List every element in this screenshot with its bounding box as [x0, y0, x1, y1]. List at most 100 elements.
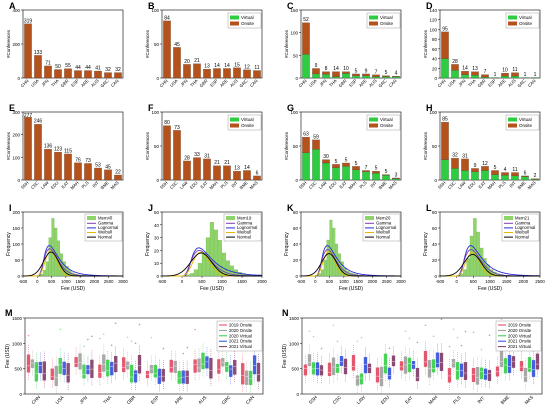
- box: [451, 359, 456, 368]
- bar-virtual: [451, 168, 459, 181]
- box: [153, 365, 158, 378]
- x-tick-label: ESP: [70, 78, 80, 88]
- y-tick-label: 500: [291, 367, 299, 372]
- bar-onsite: [382, 75, 390, 77]
- x-tick-label: CSC: [332, 394, 343, 405]
- hist-bar: [326, 239, 330, 277]
- bar-onsite: [501, 172, 509, 176]
- outlier-marker: +: [456, 335, 459, 340]
- x-tick-label: LAW: [457, 180, 468, 191]
- legend-swatch-onsite: [230, 123, 239, 128]
- box: [252, 355, 257, 375]
- bar-onsite: [362, 170, 370, 172]
- data-label: 44: [75, 65, 81, 71]
- legend-swatch-onsite: [508, 123, 517, 128]
- box: [447, 368, 452, 383]
- data-label: 11: [254, 65, 259, 71]
- x-tick-label: BME: [378, 180, 388, 190]
- box: [245, 370, 249, 385]
- box: [359, 373, 364, 385]
- data-label: 95: [442, 26, 448, 32]
- x-tick-label: CSC: [30, 180, 40, 190]
- x-tick-label: USA: [169, 78, 179, 88]
- bar-onsite: [213, 68, 221, 79]
- x-tick-label: BME: [517, 180, 527, 190]
- data-label: 15: [234, 62, 240, 68]
- y-tick-label: 100: [429, 110, 437, 115]
- panel-d: D 0 20 40 60 80 100 120 140 #Conferences 95 CHN 28 US…: [423, 1, 541, 88]
- y-tick-label: 0: [17, 76, 20, 81]
- box: [399, 361, 404, 371]
- data-label: 5: [355, 161, 358, 167]
- x-tick-label: CSC: [447, 180, 457, 190]
- y-tick-label: 1000: [289, 341, 300, 346]
- hist-bar: [213, 229, 218, 277]
- data-label: 4: [504, 167, 507, 173]
- box: [217, 359, 221, 374]
- x-tick-label: 0: [314, 279, 317, 284]
- legend-fit-label: Normal: [376, 234, 390, 239]
- bar-onsite: [441, 31, 449, 59]
- data-label: 59: [313, 134, 319, 140]
- box: [327, 362, 332, 377]
- data-label: 32: [452, 153, 458, 159]
- x-tick-label: ARE: [174, 395, 184, 405]
- x-tick-label: THA: [328, 78, 338, 88]
- x-tick-label: GRC: [99, 78, 109, 88]
- bar-onsite: [84, 70, 92, 79]
- legend-label: 2021 Virtual: [229, 344, 252, 349]
- outlier-marker: +: [115, 320, 118, 325]
- y-tick-label: 20: [432, 258, 438, 263]
- box: [157, 368, 161, 384]
- box: [463, 362, 468, 380]
- x-tick-label: ARE: [80, 78, 90, 88]
- box: [122, 357, 126, 373]
- bar-onsite: [173, 130, 181, 181]
- bar-onsite: [451, 64, 459, 71]
- data-label: 5: [355, 68, 358, 74]
- x-tick-label: USA: [308, 78, 318, 88]
- x-tick-label: CHN: [298, 78, 308, 88]
- bar-onsite: [64, 153, 72, 181]
- box: [387, 367, 392, 380]
- y-axis-label: Frequency: [284, 232, 290, 256]
- box: [351, 354, 356, 371]
- data-label: 28: [184, 155, 190, 161]
- legend-fit-label: Weibull: [237, 230, 251, 235]
- outlier-marker: +: [464, 329, 467, 334]
- bar-onsite: [64, 68, 72, 79]
- bar-onsite: [54, 69, 62, 79]
- box: [479, 367, 484, 380]
- box: [531, 360, 536, 377]
- bar-onsite: [183, 160, 191, 181]
- bar-virtual: [312, 73, 320, 79]
- data-label: 14: [333, 66, 339, 72]
- x-tick-label: -500: [158, 279, 167, 284]
- legend-onsite-label: Onsite: [519, 21, 533, 26]
- legend-swatch-virtual: [508, 117, 517, 122]
- legend-fit-label: Weibull: [376, 230, 390, 235]
- y-tick-label: 0: [295, 76, 298, 81]
- legend-onsite-label: Onsite: [380, 21, 394, 26]
- legend-swatch-hist: [365, 216, 374, 220]
- bar-onsite: [461, 158, 469, 171]
- data-label: 14: [214, 63, 220, 69]
- x-tick-label: CAN: [110, 78, 120, 88]
- y-tick-label: 1000: [12, 341, 23, 346]
- x-tick-label: JPN: [40, 78, 49, 87]
- y-tick-label: 100: [151, 8, 159, 13]
- outlier-marker: +: [59, 326, 62, 331]
- outlier-marker: +: [416, 339, 419, 344]
- x-tick-label: BME: [239, 180, 249, 190]
- x-tick-label: CHN: [20, 78, 30, 88]
- data-label: 71: [45, 60, 51, 66]
- data-label: 7: [484, 69, 487, 75]
- legend-virtual-label: Virtual: [241, 15, 254, 20]
- box: [149, 365, 154, 374]
- bar-onsite: [481, 166, 489, 171]
- outlier-marker: +: [312, 334, 315, 339]
- x-tick-label: GRC: [516, 78, 526, 88]
- legend-fit-label: Gamma: [98, 221, 114, 226]
- panel-letter: B: [148, 1, 155, 11]
